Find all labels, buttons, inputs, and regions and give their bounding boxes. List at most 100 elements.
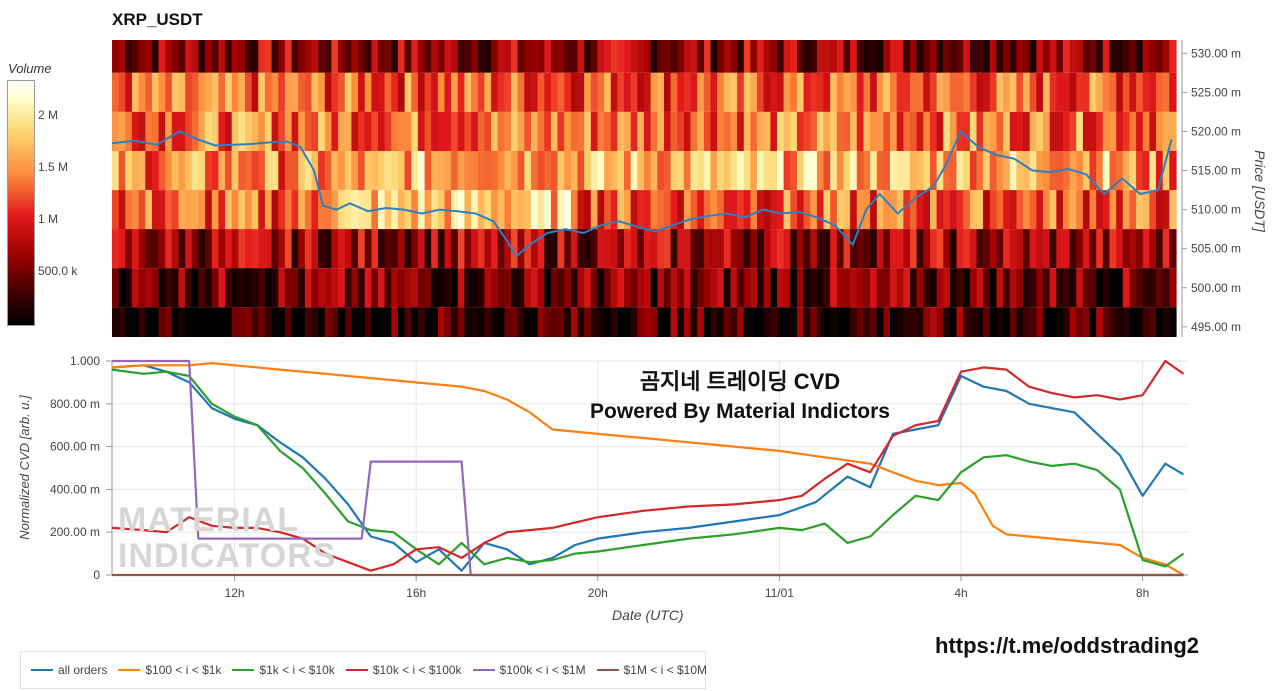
heatmap-cell [723, 72, 732, 112]
heatmap-cell [271, 268, 279, 308]
heatmap-cell [983, 229, 991, 269]
heatmap-cell [1036, 268, 1044, 308]
heatmap-cell [856, 190, 865, 230]
heatmap-cell [178, 307, 186, 337]
legend-item-10k-100k[interactable]: $10k < i < $100k [345, 663, 462, 677]
heatmap-cell [650, 229, 658, 269]
heatmap-cell [238, 268, 246, 308]
heatmap-cell [856, 40, 865, 73]
heatmap-cell [797, 111, 805, 151]
heatmap-cell [703, 229, 712, 269]
heatmap-cell [251, 40, 259, 73]
heatmap-cell [191, 307, 200, 337]
heatmap-cell [544, 307, 552, 337]
heatmap-cell [617, 40, 625, 73]
heatmap-cell [304, 40, 313, 73]
heatmap-cell [264, 151, 273, 191]
heatmap-cell [185, 268, 193, 308]
heatmap-cell [178, 72, 186, 112]
heatmap-cell [1096, 72, 1104, 112]
heatmap-cell [1102, 307, 1111, 337]
heatmap-cell [1076, 72, 1084, 112]
heatmap-cell [537, 111, 545, 151]
heatmap-cell [1122, 190, 1131, 230]
heatmap-cell [903, 111, 911, 151]
heatmap-cell [836, 151, 845, 191]
heatmap-cell [145, 229, 153, 269]
heatmap-cell [491, 151, 499, 191]
heatmap-cell [264, 40, 273, 73]
legend-item-all-orders[interactable]: all orders [31, 663, 107, 677]
legend-item-1k-10k[interactable]: $1k < i < $10k [232, 663, 335, 677]
heatmap-cell [757, 229, 765, 269]
cvd-y-tick-label: 200.00 m [50, 525, 100, 539]
heatmap-cell [936, 268, 944, 308]
heatmap-cell [457, 190, 466, 230]
heatmap-cell [511, 307, 519, 337]
legend-item-100-1k[interactable]: $100 < i < $1k [118, 663, 221, 677]
heatmap-cell [896, 229, 904, 269]
legend-item-100k-1m[interactable]: $100k < i < $1M [472, 663, 586, 677]
heatmap-cell [870, 40, 878, 73]
heatmap-cell [477, 229, 486, 269]
heatmap-cell [1082, 111, 1091, 151]
heatmap-cell [930, 40, 938, 73]
heatmap-cell [264, 72, 273, 112]
heatmap-cell [371, 268, 379, 308]
heatmap-cell [1142, 111, 1151, 151]
heatmap-cell [178, 229, 186, 269]
heatmap-cell [1076, 307, 1084, 337]
heatmap-cell [238, 307, 246, 337]
heatmap-cell [298, 229, 306, 269]
heatmap-cell [504, 268, 512, 308]
heatmap-cell [1149, 307, 1157, 337]
legend-item-1m-10m[interactable]: $1M < i < $10M [596, 663, 707, 677]
heatmap-cell [963, 307, 971, 337]
heatmap-cell [351, 151, 359, 191]
heatmap-cell [637, 72, 645, 112]
heatmap-cell [597, 72, 605, 112]
heatmap-cell [1036, 40, 1044, 73]
heatmap-cell [1089, 190, 1097, 230]
heatmap-cell [138, 72, 146, 112]
heatmap-cell [803, 40, 811, 73]
heatmap-cell [956, 72, 964, 112]
heatmap-cell [730, 307, 738, 337]
heatmap-cell [590, 151, 599, 191]
heatmap-cell [983, 40, 991, 73]
heatmap-cell [584, 40, 592, 73]
heatmap-cell [843, 229, 851, 269]
heatmap-cell [1063, 190, 1071, 230]
heatmap-cell [544, 268, 552, 308]
heatmap-cell [550, 229, 559, 269]
heatmap-cell [624, 268, 632, 308]
heatmap-cell [830, 307, 838, 337]
heatmap-cell [903, 151, 911, 191]
price-tick-label: 495.00 m [1191, 320, 1241, 334]
heatmap-cell [730, 111, 738, 151]
heatmap-cell [737, 268, 745, 308]
heatmap-cell [537, 40, 545, 73]
heatmap-cell [1016, 72, 1024, 112]
heatmap-cell [936, 151, 944, 191]
heatmap-cell [570, 229, 579, 269]
heatmap-cell [577, 229, 585, 269]
heatmap-cell [471, 151, 479, 191]
heatmap-cell [610, 190, 619, 230]
heatmap-cell [378, 268, 386, 308]
x-axis-label: Date (UTC) [612, 607, 684, 623]
heatmap-cell [324, 151, 333, 191]
heatmap-cell [165, 72, 173, 112]
heatmap-cell [311, 229, 319, 269]
heatmap-cell [803, 229, 811, 269]
heatmap-cell [1056, 111, 1064, 151]
heatmap-cell [590, 268, 599, 308]
heatmap-cell [524, 229, 532, 269]
heatmap-cell [1162, 307, 1170, 337]
heatmap-cell [1102, 111, 1111, 151]
colorbar-tick: 500.0 k [38, 264, 78, 278]
heatmap-cell [131, 268, 140, 308]
heatmap-cell [125, 151, 133, 191]
heatmap-cell [743, 268, 752, 308]
telegram-url[interactable]: https://t.me/oddstrading2 [935, 633, 1199, 658]
